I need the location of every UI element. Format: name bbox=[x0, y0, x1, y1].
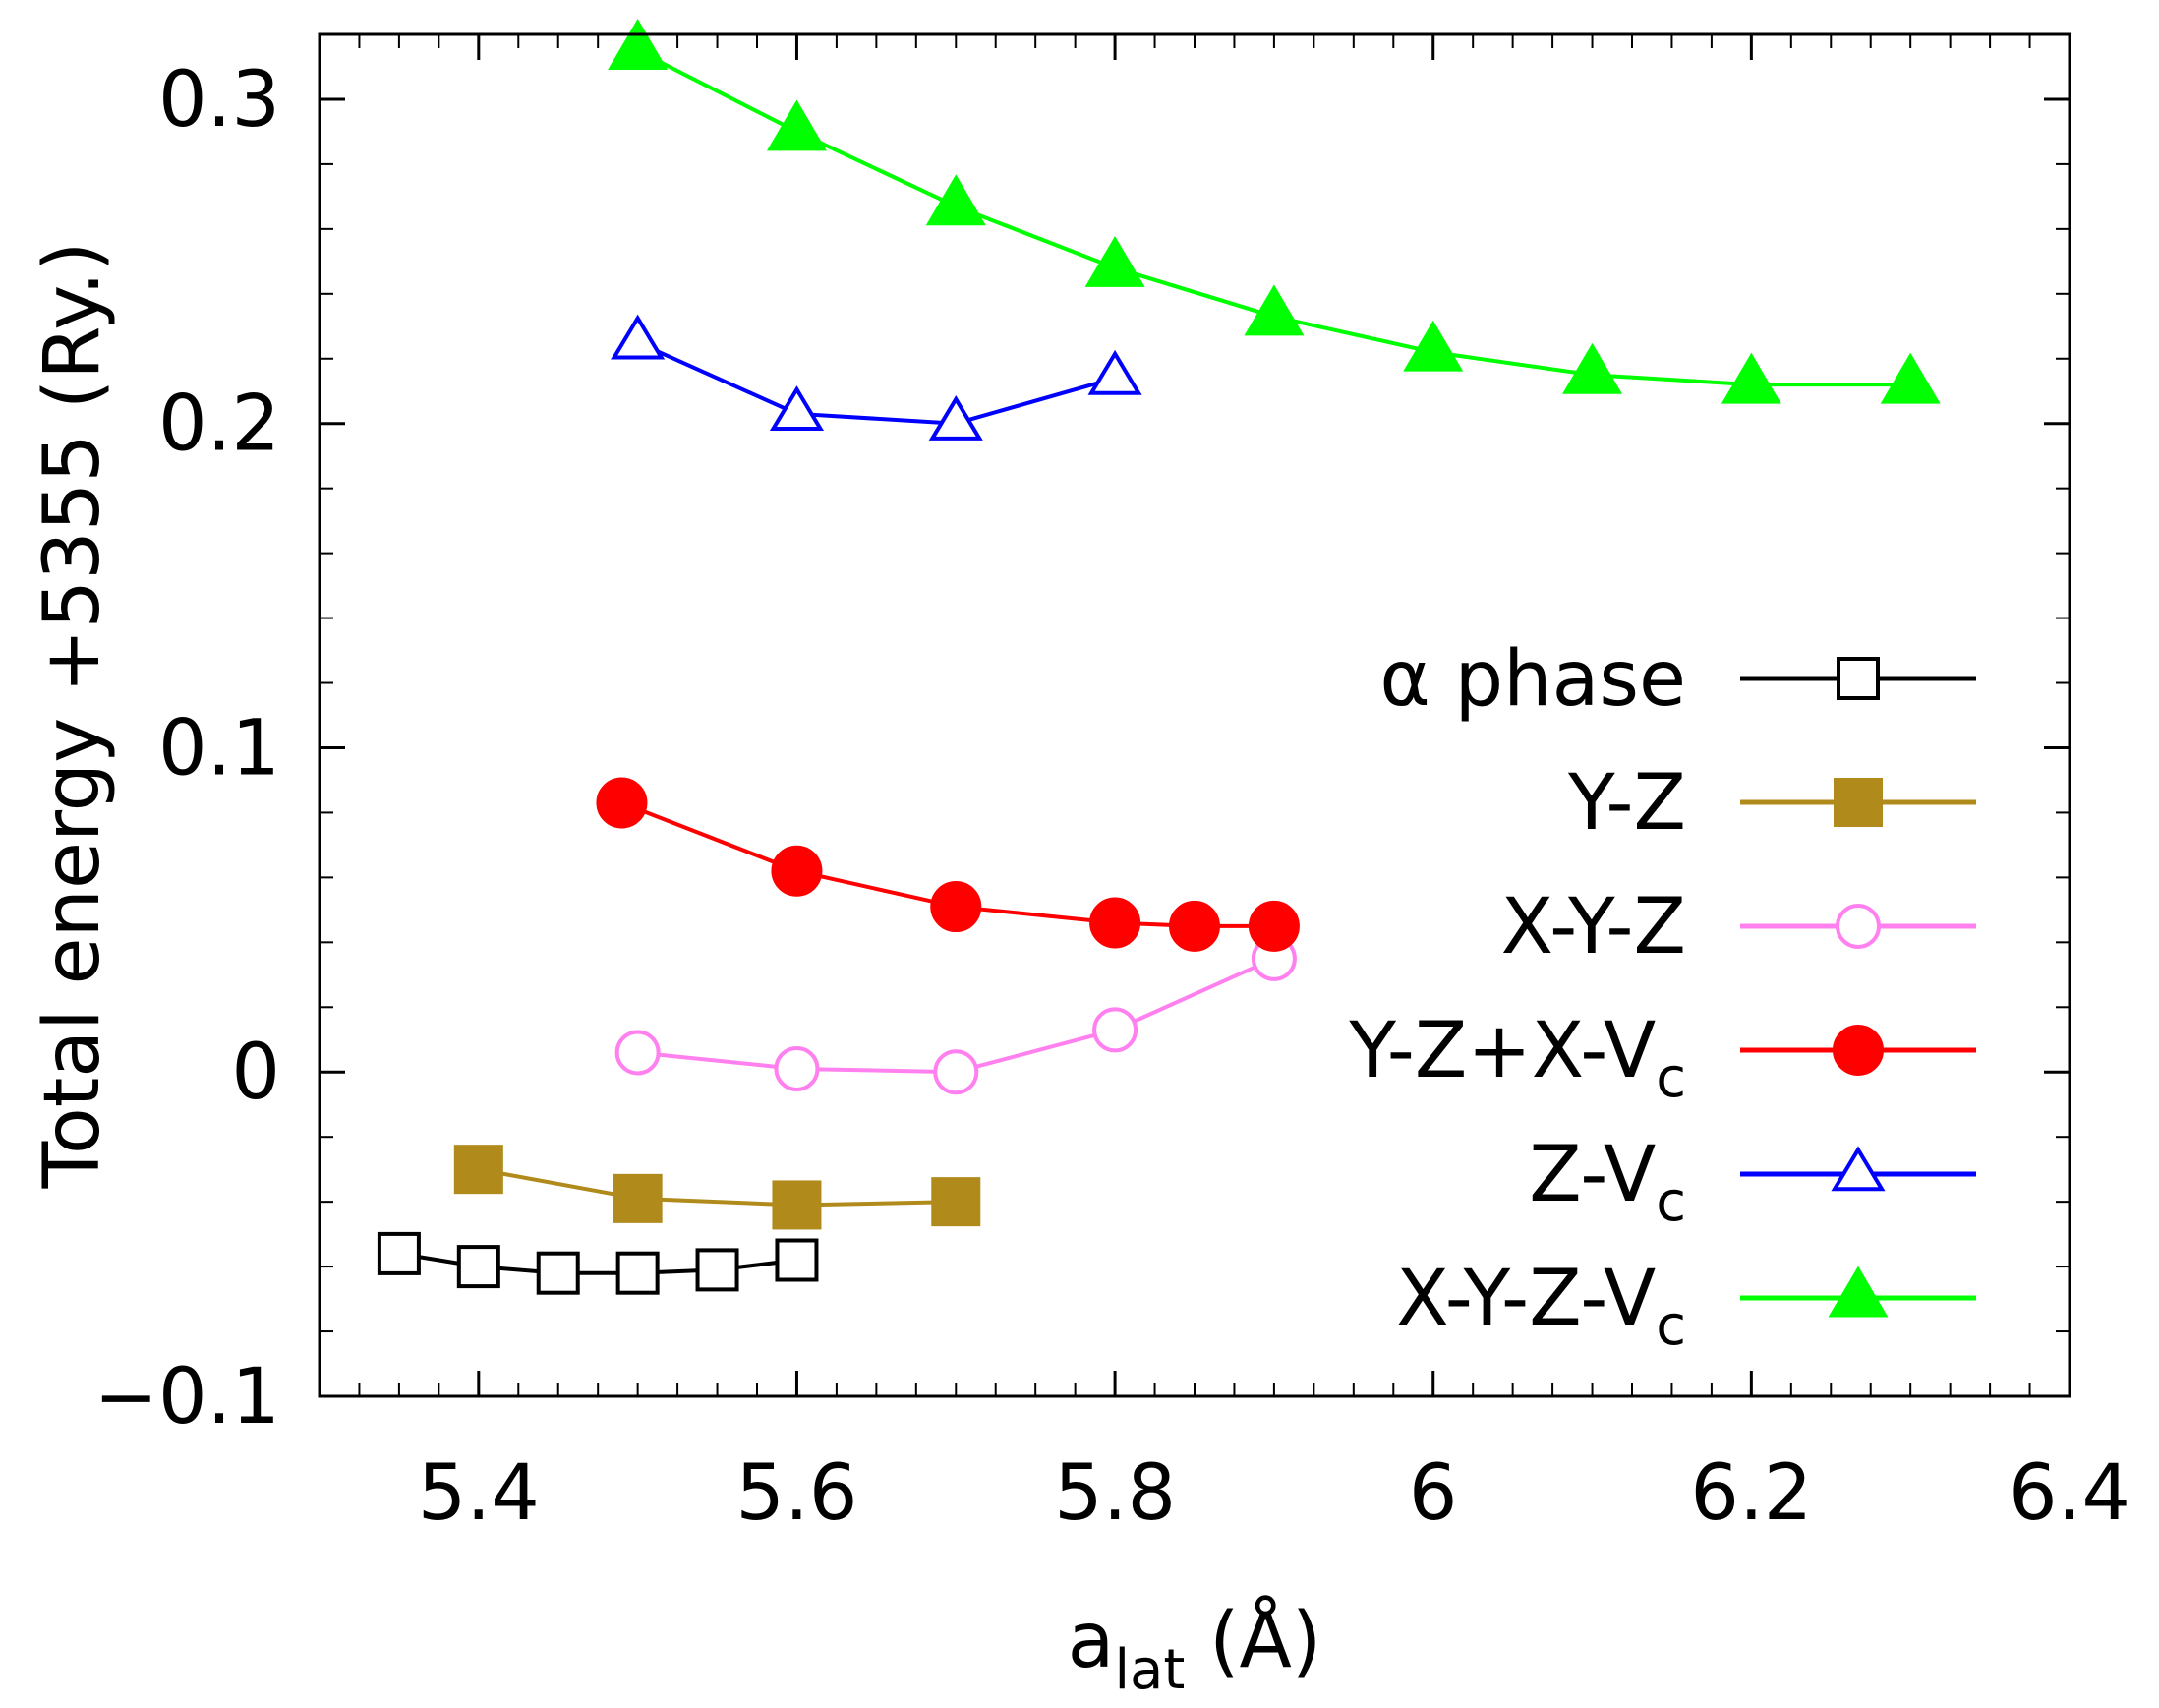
data-point bbox=[456, 1245, 500, 1289]
legend-entry: α phase bbox=[1379, 635, 1976, 724]
legend-label-main: α phase bbox=[1379, 635, 1686, 724]
x-tick-labels: 5.4 5.6 5.8 6 6.2 6.4 bbox=[418, 1449, 2130, 1538]
legend-label-main: Z-V bbox=[1529, 1131, 1656, 1219]
data-point bbox=[596, 777, 648, 829]
legend-marker bbox=[1836, 904, 1881, 949]
data-point bbox=[695, 1248, 739, 1292]
legend-entry: X-Y-Z bbox=[1501, 883, 1976, 972]
legend-label-main: Y-Z+X-V bbox=[1348, 1007, 1656, 1095]
data-point bbox=[1244, 284, 1305, 336]
plot-frame bbox=[318, 32, 2071, 1398]
data-point bbox=[1721, 352, 1781, 404]
series-layer bbox=[377, 19, 1941, 1295]
data-point bbox=[769, 385, 824, 432]
legend-entry: Y-Z bbox=[1567, 759, 1976, 848]
legend-label: X-Y-Z bbox=[1501, 883, 1686, 972]
series-4 bbox=[596, 777, 1300, 952]
x-tick-label: 5.6 bbox=[735, 1449, 857, 1538]
y-axis-title: Total energy +5355 (Ry.) bbox=[29, 242, 117, 1190]
x-tick-label: 5.4 bbox=[418, 1449, 540, 1538]
x-tick-label: 6.4 bbox=[2009, 1449, 2130, 1538]
legend-marker bbox=[1834, 778, 1883, 827]
data-point bbox=[608, 19, 669, 70]
data-point bbox=[613, 1173, 663, 1223]
data-point bbox=[930, 881, 982, 933]
series-3 bbox=[614, 935, 1297, 1095]
legend-marker bbox=[1831, 1146, 1886, 1192]
x-tick-label: 6.2 bbox=[1690, 1449, 1812, 1538]
data-point bbox=[614, 1030, 661, 1076]
data-point bbox=[1092, 1007, 1138, 1053]
data-point bbox=[766, 99, 827, 151]
legend-label: Z-Vc bbox=[1529, 1131, 1686, 1234]
legend-label: Y-Z bbox=[1567, 759, 1686, 848]
data-point bbox=[774, 1045, 820, 1091]
legend-label: X-Y-Z-Vc bbox=[1396, 1255, 1686, 1358]
series-line-2 bbox=[478, 1167, 957, 1207]
data-point bbox=[1084, 235, 1145, 287]
data-point bbox=[772, 1180, 822, 1230]
series-1 bbox=[377, 1231, 819, 1295]
legend-marker bbox=[1837, 657, 1880, 700]
legend-label-subscript: c bbox=[1656, 1170, 1686, 1234]
x-tick-label: 6 bbox=[1409, 1449, 1458, 1538]
data-point bbox=[1169, 900, 1220, 952]
legend-label-main: X-Y-Z-V bbox=[1396, 1255, 1656, 1343]
legend-marker bbox=[1833, 1025, 1884, 1076]
legend-entry: Y-Z+X-Vc bbox=[1348, 1007, 1976, 1110]
x-axis-title-main: a bbox=[1068, 1597, 1115, 1685]
data-point bbox=[933, 1049, 979, 1095]
data-point bbox=[775, 1238, 819, 1282]
data-point bbox=[1089, 897, 1141, 949]
data-point bbox=[615, 1251, 660, 1295]
y-tick-labels: −0.1 0 0.1 0.2 0.3 bbox=[94, 56, 280, 1442]
data-point bbox=[771, 845, 823, 897]
data-point bbox=[1087, 349, 1142, 395]
series-line-5 bbox=[636, 340, 1116, 426]
series-2 bbox=[453, 1145, 981, 1230]
data-point bbox=[536, 1251, 580, 1295]
y-tick-label: 0.3 bbox=[158, 56, 280, 145]
y-tick-label: 0.1 bbox=[158, 704, 280, 793]
legend-label-main: X-Y-Z bbox=[1501, 883, 1686, 972]
data-point bbox=[1562, 342, 1623, 394]
data-point bbox=[931, 1177, 981, 1227]
x-axis-title-suffix: (Å) bbox=[1185, 1595, 1321, 1685]
x-axis-title-subscript: lat bbox=[1114, 1638, 1185, 1702]
data-point bbox=[1403, 320, 1464, 372]
legend-label-main: Y-Z bbox=[1567, 759, 1686, 848]
legend-label: Y-Z+X-Vc bbox=[1348, 1007, 1686, 1110]
y-tick-label: 0 bbox=[231, 1029, 280, 1117]
y-tick-label: −0.1 bbox=[94, 1353, 280, 1442]
legend-entry: Z-Vc bbox=[1529, 1131, 1976, 1234]
data-point bbox=[611, 314, 666, 360]
data-point bbox=[928, 395, 983, 441]
data-point bbox=[453, 1145, 503, 1195]
legend-label-subscript: c bbox=[1656, 1294, 1686, 1358]
data-point bbox=[377, 1231, 421, 1275]
y-tick-label: 0.2 bbox=[158, 381, 280, 469]
x-tick-label: 5.8 bbox=[1054, 1449, 1176, 1538]
data-point bbox=[1880, 352, 1941, 404]
series-5 bbox=[611, 314, 1142, 441]
legend-label-subscript: c bbox=[1656, 1046, 1686, 1110]
legend-marker bbox=[1828, 1266, 1889, 1318]
data-point bbox=[1248, 900, 1300, 952]
legend-entry: X-Y-Z-Vc bbox=[1396, 1255, 1976, 1358]
legend-label: α phase bbox=[1379, 635, 1686, 724]
series-6 bbox=[608, 19, 1941, 404]
x-axis-title: alat (Å) bbox=[1068, 1595, 1322, 1702]
data-point bbox=[925, 174, 986, 226]
